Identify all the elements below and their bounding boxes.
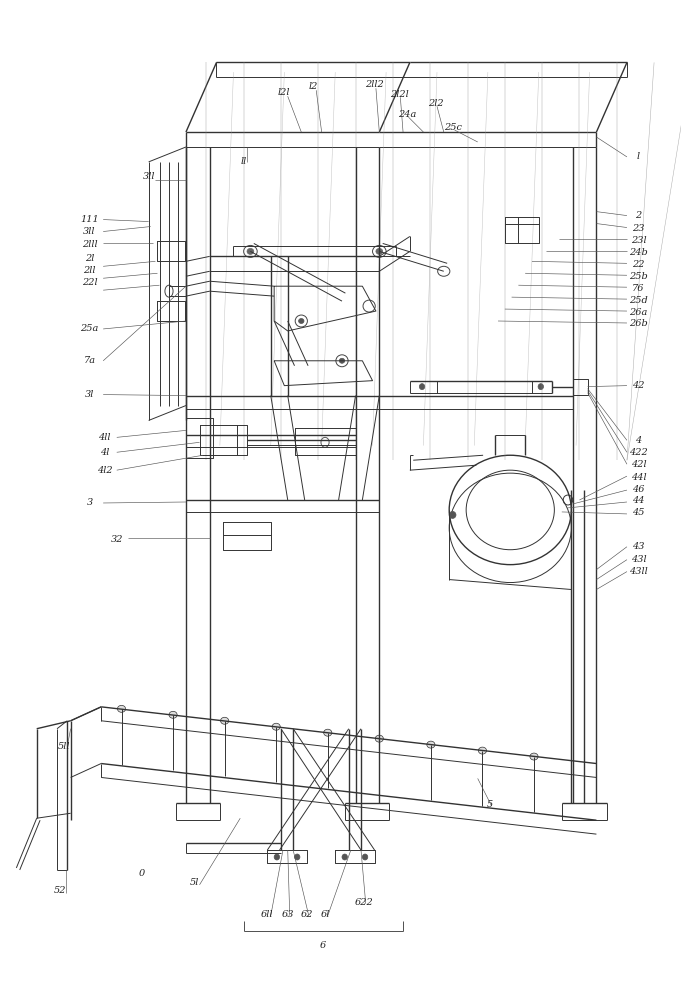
Ellipse shape	[274, 854, 280, 860]
Text: 24b: 24b	[629, 248, 648, 257]
Text: 24a: 24a	[398, 110, 417, 119]
Text: 0: 0	[139, 869, 145, 878]
Ellipse shape	[295, 854, 300, 860]
Ellipse shape	[118, 705, 126, 712]
Text: 46: 46	[632, 485, 645, 494]
Text: 23l: 23l	[631, 236, 646, 245]
Text: 2lll: 2lll	[82, 240, 97, 249]
Text: 76: 76	[632, 284, 645, 293]
Ellipse shape	[299, 319, 304, 323]
Text: 22l: 22l	[82, 278, 97, 287]
Text: 63: 63	[282, 910, 294, 919]
Ellipse shape	[272, 723, 280, 730]
Text: 3: 3	[86, 498, 93, 507]
Ellipse shape	[363, 854, 368, 860]
Text: 25d: 25d	[629, 296, 648, 305]
Ellipse shape	[530, 753, 538, 760]
Text: 2ll2: 2ll2	[365, 80, 384, 89]
Text: 43ll: 43ll	[629, 567, 648, 576]
Text: l2l: l2l	[278, 88, 291, 97]
Text: l2: l2	[308, 82, 318, 91]
Ellipse shape	[478, 747, 486, 754]
Text: 5l: 5l	[190, 878, 200, 887]
Ellipse shape	[427, 741, 435, 748]
Text: 25c: 25c	[444, 123, 462, 132]
Ellipse shape	[376, 248, 383, 254]
Text: 3ll: 3ll	[142, 172, 155, 181]
Text: 44l: 44l	[631, 473, 646, 482]
Text: 4: 4	[635, 436, 642, 445]
Text: 2l2l: 2l2l	[390, 90, 408, 99]
Text: ll: ll	[241, 157, 247, 166]
Text: 25a: 25a	[81, 324, 98, 333]
Text: 3l: 3l	[85, 390, 94, 399]
Text: 2l: 2l	[85, 254, 94, 263]
Text: 45: 45	[632, 508, 645, 517]
Text: l: l	[637, 152, 640, 161]
Text: 2l2: 2l2	[428, 99, 443, 108]
Text: 52: 52	[54, 886, 67, 895]
Text: 23: 23	[632, 224, 645, 233]
Text: 422: 422	[629, 448, 648, 457]
Text: 7a: 7a	[83, 356, 96, 365]
Text: 42: 42	[632, 381, 645, 390]
Text: 2ll: 2ll	[83, 266, 96, 275]
Text: 5ll: 5ll	[57, 742, 70, 751]
Text: 25b: 25b	[629, 272, 648, 281]
Text: 622: 622	[354, 898, 373, 907]
Text: 43: 43	[632, 542, 645, 551]
Text: 6: 6	[320, 941, 326, 950]
Ellipse shape	[169, 711, 177, 718]
Ellipse shape	[324, 729, 332, 736]
Text: 6ll: 6ll	[261, 910, 274, 919]
Ellipse shape	[339, 358, 345, 363]
Text: 4ll: 4ll	[98, 433, 111, 442]
Text: 26a: 26a	[629, 308, 648, 317]
Text: 62: 62	[300, 910, 313, 919]
Ellipse shape	[376, 735, 384, 742]
Text: 2: 2	[635, 211, 642, 220]
Ellipse shape	[342, 854, 347, 860]
Text: 43l: 43l	[631, 555, 646, 564]
Text: 6l: 6l	[321, 910, 330, 919]
Text: 5: 5	[487, 800, 493, 809]
Text: 26b: 26b	[629, 319, 648, 328]
Text: 111: 111	[80, 215, 99, 224]
Ellipse shape	[449, 511, 456, 518]
Text: 3ll: 3ll	[83, 227, 96, 236]
Ellipse shape	[419, 384, 425, 390]
Text: 22: 22	[632, 260, 645, 269]
Ellipse shape	[247, 248, 254, 254]
Text: 4l2: 4l2	[96, 466, 112, 475]
Ellipse shape	[220, 717, 228, 724]
Text: 44: 44	[632, 496, 645, 505]
Text: 4l: 4l	[100, 448, 109, 457]
Ellipse shape	[538, 384, 544, 390]
Text: 42l: 42l	[631, 460, 646, 469]
Text: 32: 32	[111, 535, 123, 544]
